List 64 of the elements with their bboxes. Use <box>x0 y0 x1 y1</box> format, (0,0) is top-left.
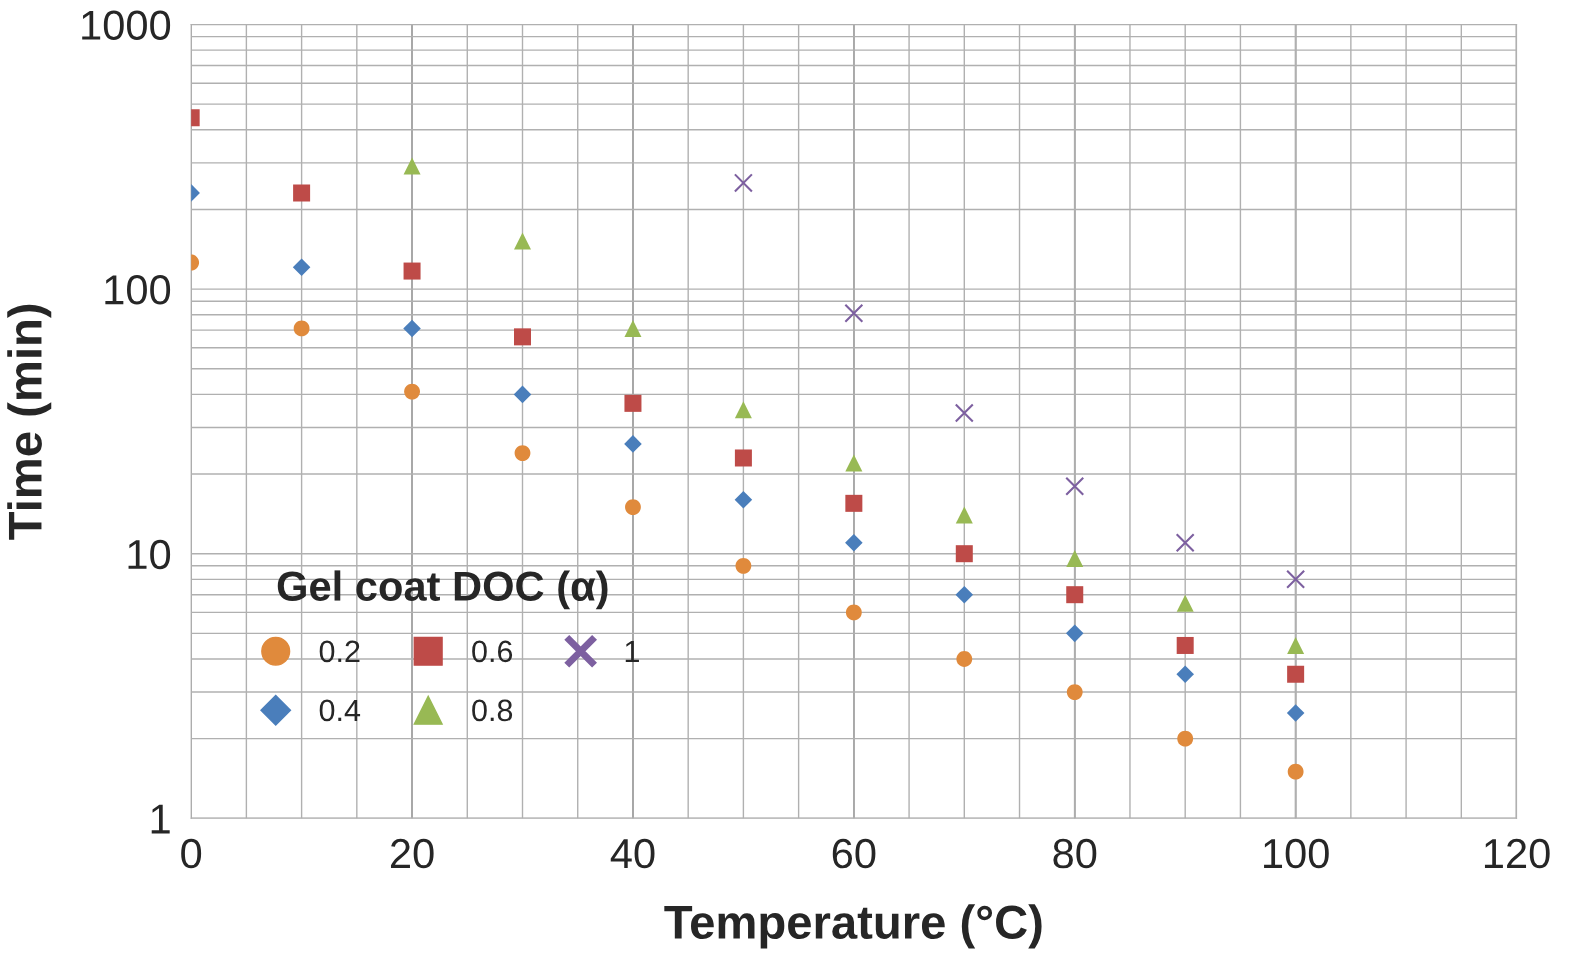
point <box>956 651 973 667</box>
y-tick-label: 10 <box>128 539 171 570</box>
point <box>292 258 311 276</box>
point <box>1176 636 1194 654</box>
legend-label: 1 <box>625 640 639 662</box>
x-axis-title: Temperature (°C) <box>664 904 1042 949</box>
point <box>293 320 310 337</box>
y-tick-label: 100 <box>105 275 171 305</box>
x-tick-label: 60 <box>832 838 876 869</box>
point <box>403 157 421 175</box>
point <box>955 585 974 604</box>
point <box>1065 624 1084 643</box>
point <box>403 319 421 338</box>
point <box>1287 636 1305 654</box>
point <box>1066 549 1084 567</box>
point <box>514 232 532 250</box>
point <box>734 490 753 509</box>
point <box>1176 594 1194 612</box>
legend-label: 0.8 <box>472 699 513 722</box>
point <box>514 445 531 462</box>
x-tick-label: 80 <box>1053 838 1097 869</box>
point <box>1066 684 1083 700</box>
point <box>733 173 753 193</box>
x-tick-label: 20 <box>390 838 434 869</box>
x-tick-label: 40 <box>610 838 655 869</box>
point <box>625 499 641 516</box>
point <box>845 494 863 512</box>
point <box>1175 533 1195 553</box>
point <box>404 383 420 400</box>
point <box>735 557 752 574</box>
point <box>403 262 421 280</box>
x-tick-label: 100 <box>1264 838 1329 869</box>
legend-label: 0.4 <box>319 699 361 722</box>
point <box>1177 730 1194 747</box>
point <box>734 401 752 419</box>
point <box>845 533 863 552</box>
legend-label: 0.2 <box>319 640 360 663</box>
point <box>1286 704 1305 722</box>
point <box>1065 476 1085 496</box>
point <box>624 394 642 412</box>
point <box>1066 586 1084 604</box>
point <box>1176 665 1194 684</box>
point <box>624 319 642 337</box>
point <box>293 184 311 202</box>
legend-title: Gel coat DOC (α) <box>277 570 608 610</box>
point <box>844 303 864 323</box>
point <box>1287 665 1305 683</box>
y-tick-label: 1 <box>151 804 170 834</box>
point <box>955 506 973 524</box>
point <box>514 328 532 346</box>
x-tick-label: 0 <box>181 838 202 869</box>
point <box>845 604 862 621</box>
x-tick-label: 120 <box>1484 838 1550 869</box>
point <box>513 385 532 404</box>
y-axis-title: Time (min) <box>7 304 52 540</box>
y-tick-label: 1000 <box>82 10 171 41</box>
point <box>1287 763 1304 780</box>
legend-label: 0.6 <box>472 640 513 663</box>
point <box>734 449 752 467</box>
point <box>954 403 974 423</box>
point <box>624 435 642 453</box>
point <box>845 454 863 472</box>
point <box>1286 569 1306 589</box>
point <box>955 545 973 563</box>
